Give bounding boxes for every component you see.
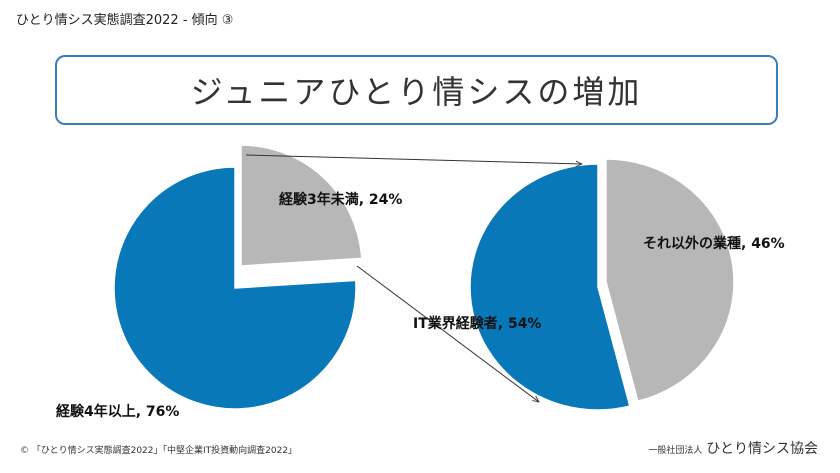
org-name: ひとり情シス協会 <box>706 441 818 457</box>
pie2-slice-2 <box>469 163 631 411</box>
footer-source: © 「ひとり情シス実態調査2022」「中堅企業IT投資動向調査2022」 <box>20 446 298 456</box>
pie2-data-label-2: IT業界経験者, 54% <box>413 315 541 332</box>
pie2-data-label-1: それ以外の業種, 46% <box>643 235 785 252</box>
connector-arrow-top <box>245 154 582 164</box>
pie1-data-label-2: 経験4年以上, 76% <box>56 403 179 420</box>
pie1-slice-2 <box>113 166 357 410</box>
title-box: ジュニアひとり情シスの増加 <box>55 55 778 125</box>
pie2-slice-1 <box>605 158 735 403</box>
connector-arrow-bottom <box>356 265 539 402</box>
footer-organization: 一般社団法人 ひとり情シス協会 <box>648 438 818 458</box>
pie1-data-label-1: 経験3年未満, 24% <box>279 191 402 208</box>
page-title: ジュニアひとり情シスの増加 <box>190 73 643 111</box>
org-prefix: 一般社団法人 <box>648 446 703 456</box>
header-breadcrumb: ひとり情シス実態調査2022 - 傾向 ③ <box>16 13 234 28</box>
pie1-slice-1 <box>240 144 363 267</box>
